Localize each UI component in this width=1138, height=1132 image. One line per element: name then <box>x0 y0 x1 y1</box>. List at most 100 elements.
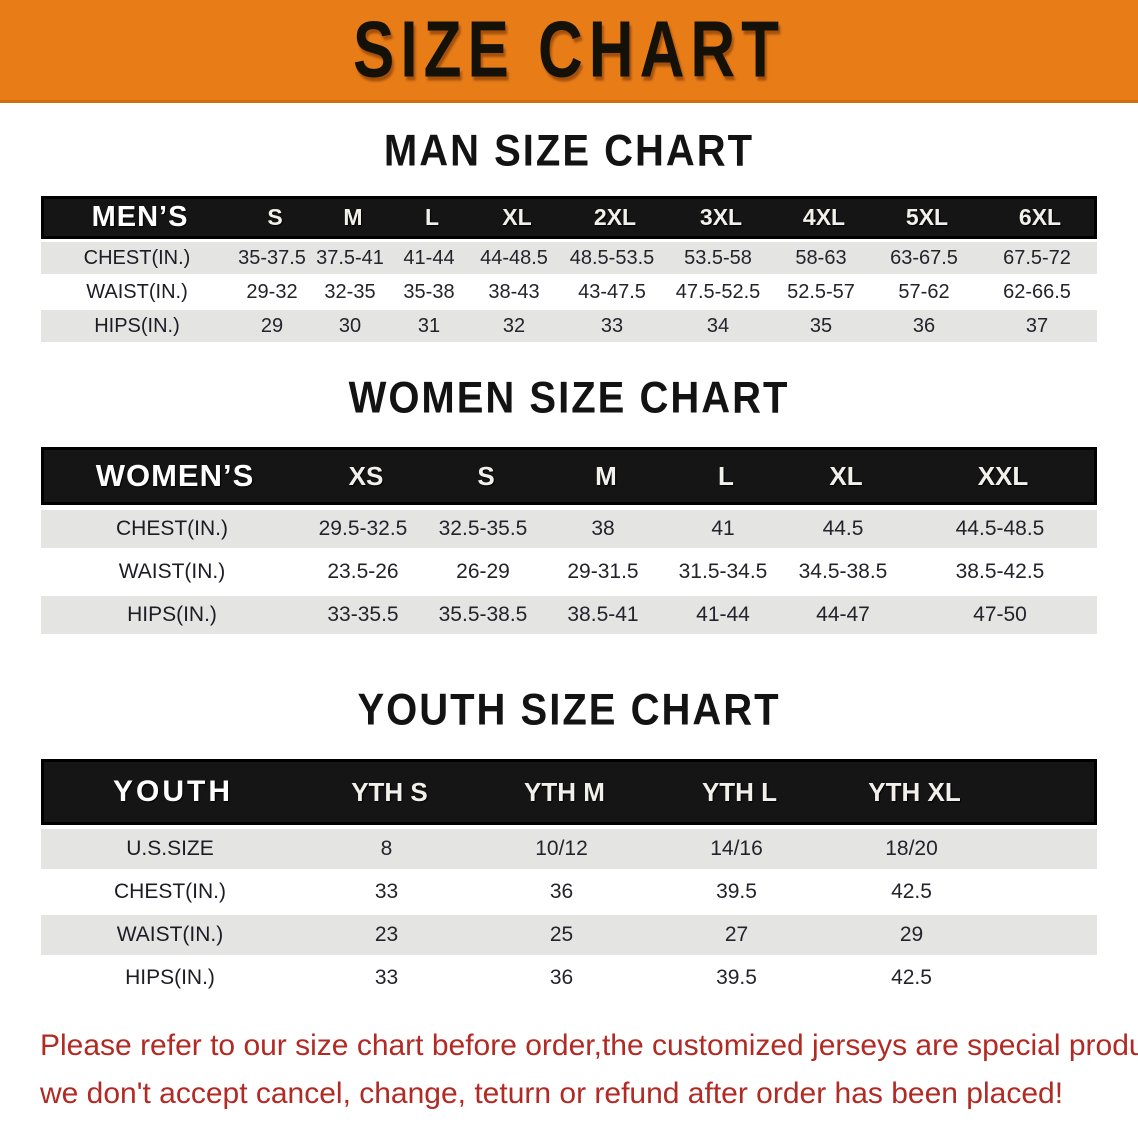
size-value-cell: 8 <box>380 837 393 860</box>
size-value-cell: 10/12 <box>535 837 588 860</box>
size-value-cell: 35.5-38.5 <box>438 603 528 626</box>
size-value-cell: 32 <box>502 314 526 337</box>
size-value-cell: 38 <box>591 517 615 540</box>
size-value-cell: 29.5-32.5 <box>318 517 408 540</box>
size-value-cell: 63-67.5 <box>890 246 958 269</box>
size-value-cell: 35-37.5 <box>238 246 306 269</box>
size-value-cell: 31 <box>417 314 441 337</box>
row-label: CHEST(IN.) <box>116 517 228 540</box>
measurement-row: WAIST(IN.) 23.5-26 26-29 29-31.5 31.5-34.5 34… <box>41 553 1097 591</box>
size-value-cell: 44.5-48.5 <box>955 517 1045 540</box>
size-column-header: S <box>267 204 283 230</box>
size-value-cell: 41-44 <box>696 603 750 626</box>
measurement-row: CHEST(IN.) 35-37.5 37.5-41 41-44 44-48.5 48.5… <box>41 242 1097 274</box>
size-value-cell: 29 <box>899 923 924 946</box>
size-value-cell: 37 <box>1025 314 1049 337</box>
size-value-cell: 39.5 <box>716 966 757 989</box>
size-value-cell: 29 <box>260 314 284 337</box>
measurement-row: CHEST(IN.) 33 36 39.5 42.5 <box>41 872 1097 912</box>
size-value-cell: 34 <box>706 314 730 337</box>
size-value-cell: 52.5-57 <box>787 280 855 303</box>
size-value-cell: 44.5 <box>822 517 864 540</box>
row-label: HIPS(IN.) <box>127 603 217 626</box>
measurement-row: WAIST(IN.) 29-32 32-35 35-38 38-43 43-47.5 47.… <box>41 276 1097 308</box>
size-value-cell: 23 <box>374 923 399 946</box>
measurement-row: HIPS(IN.) 33-35.5 35.5-38.5 38.5-41 41-44 44-… <box>41 596 1097 634</box>
youth-size-section: YOUTH SIZE CHART YOUTH YTH S YTH M YTH L YTH … <box>0 685 1138 998</box>
size-value-cell: 42.5 <box>891 966 932 989</box>
size-value-cell: 47-50 <box>973 603 1027 626</box>
size-chart-sections: MAN SIZE CHART MEN’S S M L XL 2XL 3XL 4XL 5XL 6XL C… <box>0 126 1138 998</box>
measurement-row: CHEST(IN.) 29.5-32.5 32.5-35.5 38 41 44.5 44.5… <box>41 510 1097 548</box>
size-value-cell: 25 <box>549 923 574 946</box>
size-value-cell: 29-32 <box>246 280 298 303</box>
size-value-cell: 35 <box>809 314 833 337</box>
size-value-cell: 14/16 <box>710 837 763 860</box>
size-value-cell: 38-43 <box>488 280 540 303</box>
size-column-header: 2XL <box>593 204 637 230</box>
size-value-cell: 36 <box>549 880 574 903</box>
notice-line-2: we don't accept cancel, change, teturn o… <box>40 1077 1064 1110</box>
row-label: WAIST(IN.) <box>116 923 224 946</box>
size-value-cell: 26-29 <box>456 560 510 583</box>
women-size-section: WOMEN SIZE CHART WOMEN’S XS S M L XL XXL CHEST(I… <box>0 373 1138 634</box>
size-value-cell: 23.5-26 <box>327 560 399 583</box>
size-value-cell: 44-48.5 <box>480 246 548 269</box>
size-column-header: S <box>477 460 495 491</box>
size-column-header: YTH M <box>524 776 605 807</box>
youth-size-table: YOUTH YTH S YTH M YTH L YTH XL U.S.SIZE 8 10/12… <box>41 759 1097 998</box>
size-value-cell: 33 <box>600 314 624 337</box>
size-value-cell: 34.5-38.5 <box>798 560 888 583</box>
size-column-header: XS <box>348 460 384 491</box>
men-size-table: MEN’S S M L XL 2XL 3XL 4XL 5XL 6XL CHEST(IN.) 35-37… <box>41 196 1097 342</box>
size-column-header: YTH S <box>351 776 428 807</box>
measurement-row: WAIST(IN.) 23 25 27 29 <box>41 915 1097 955</box>
size-value-cell: 42.5 <box>891 880 932 903</box>
women-size-table: WOMEN’S XS S M L XL XXL CHEST(IN.) 29.5-32.5 32.5… <box>41 447 1097 634</box>
size-column-header: L <box>424 204 440 230</box>
size-value-cell: 36 <box>912 314 936 337</box>
size-value-cell: 33 <box>374 880 399 903</box>
notice-line-1: Please refer to our size chart before or… <box>40 1029 1138 1062</box>
size-column-header: YTH XL <box>868 776 961 807</box>
size-column-header: 4XL <box>802 204 846 230</box>
section-heading: MAN SIZE CHART <box>383 126 755 176</box>
table-corner-label: MEN’S <box>91 201 189 233</box>
size-value-cell: 31.5-34.5 <box>678 560 768 583</box>
size-value-cell: 38.5-42.5 <box>955 560 1045 583</box>
size-value-cell: 57-62 <box>898 280 950 303</box>
measurement-row: HIPS(IN.) 29 30 31 32 33 34 35 36 37 <box>41 310 1097 342</box>
size-column-header: XL <box>502 204 532 230</box>
banner: SIZE CHART <box>0 0 1138 103</box>
size-column-header: L <box>718 460 734 491</box>
size-column-header: 3XL <box>699 204 743 230</box>
measurement-row: HIPS(IN.) 33 36 39.5 42.5 <box>41 958 1097 998</box>
size-column-header: M <box>343 204 363 230</box>
size-column-header: 6XL <box>1018 204 1062 230</box>
size-column-header: 5XL <box>905 204 949 230</box>
row-label: WAIST(IN.) <box>86 280 188 303</box>
size-value-cell: 43-47.5 <box>578 280 646 303</box>
row-label: U.S.SIZE <box>126 837 214 860</box>
order-notice: Please refer to our size chart before or… <box>40 1026 1138 1113</box>
size-value-cell: 53.5-58 <box>684 246 752 269</box>
size-value-cell: 62-66.5 <box>1003 280 1071 303</box>
section-heading: WOMEN SIZE CHART <box>348 373 790 423</box>
size-value-cell: 41 <box>711 517 735 540</box>
table-corner-label: WOMEN’S <box>95 458 255 493</box>
size-value-cell: 33 <box>374 966 399 989</box>
size-value-cell: 38.5-41 <box>567 603 639 626</box>
size-value-cell: 39.5 <box>716 880 757 903</box>
row-label: WAIST(IN.) <box>118 560 226 583</box>
table-header-row: MEN’S S M L XL 2XL 3XL 4XL 5XL 6XL <box>41 196 1097 239</box>
size-column-header: YTH L <box>701 776 778 807</box>
size-value-cell: 35-38 <box>403 280 455 303</box>
row-label: HIPS(IN.) <box>125 966 215 989</box>
size-value-cell: 47.5-52.5 <box>675 280 761 303</box>
men-size-section: MAN SIZE CHART MEN’S S M L XL 2XL 3XL 4XL 5XL 6XL C… <box>0 126 1138 342</box>
row-label: CHEST(IN.) <box>83 246 191 269</box>
size-value-cell: 37.5-41 <box>316 246 384 269</box>
table-corner-label: YOUTH <box>113 775 233 808</box>
size-value-cell: 48.5-53.5 <box>569 246 655 269</box>
